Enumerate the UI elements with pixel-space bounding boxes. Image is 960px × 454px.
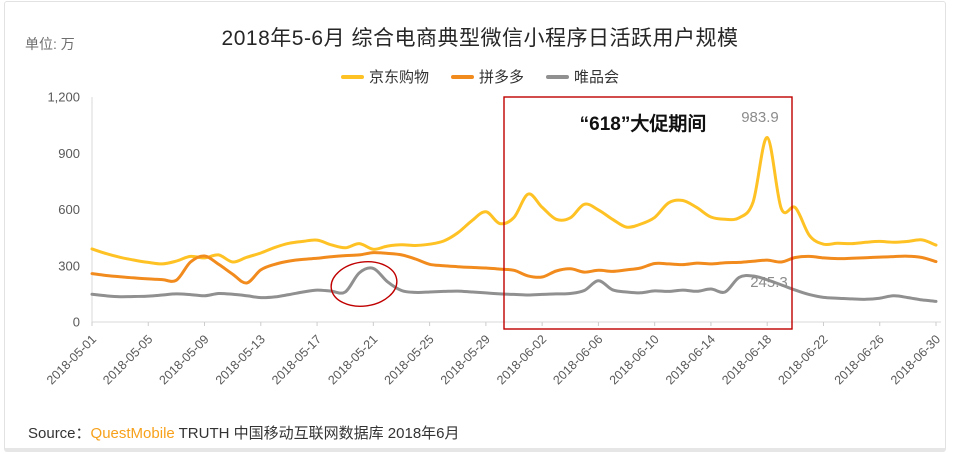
x-tick-label: 2018-06-06 — [550, 332, 605, 387]
source-brand: QuestMobile — [90, 425, 175, 442]
y-tick-label: 1,200 — [47, 90, 80, 105]
x-tick-label: 2018-06-26 — [832, 332, 887, 387]
x-tick-label: 2018-06-18 — [719, 332, 774, 387]
x-tick-label: 2018-06-30 — [888, 332, 943, 387]
legend-item-唯品会[interactable]: 唯品会 — [546, 66, 619, 87]
y-tick-label: 900 — [58, 146, 80, 161]
series-line-唯品会 — [90, 266, 938, 303]
x-tick-label: 2018-05-09 — [157, 332, 212, 387]
y-tick-label: 600 — [58, 202, 80, 217]
chart-title: 2018年5-6月 综合电商典型微信小程序日活跃用户规模 — [221, 27, 739, 50]
legend-item-拼多多[interactable]: 拼多多 — [450, 66, 524, 87]
y-tick-label: 300 — [58, 258, 80, 273]
source-line: Source：QuestMobile TRUTH 中国移动互联网数据库 2018… — [28, 422, 460, 443]
series-lines — [90, 135, 938, 303]
legend-swatch-icon — [450, 74, 474, 79]
series-line-拼多多 — [90, 251, 938, 285]
promo-period-box — [503, 96, 793, 330]
source-prefix: Source： — [28, 425, 91, 442]
x-tick-label: 2018-05-21 — [325, 332, 380, 387]
x-tick-label: 2018-06-14 — [663, 332, 718, 387]
x-tick-label: 2018-06-22 — [775, 332, 830, 387]
x-tick-label: 2018-06-10 — [607, 332, 662, 387]
x-axis-labels: 2018-05-01 2018-05-05 2018-05-09 2018-05-13… — [44, 322, 943, 387]
x-tick-label: 2018-05-17 — [269, 332, 324, 387]
series-line-京东购物 — [90, 135, 938, 266]
y-tick-label: 0 — [73, 315, 80, 330]
legend-item-label: 京东购物 — [368, 69, 429, 86]
x-tick-label: 2018-05-29 — [438, 332, 493, 387]
promo-period-label: “618”大促期间 — [580, 112, 707, 135]
legend-item-label: 拼多多 — [478, 69, 524, 86]
jd-peak-value-label: 983.9 — [741, 109, 779, 126]
legend: 京东购物 拼多多 唯品会 — [0, 66, 960, 87]
x-tick-label: 2018-05-13 — [213, 332, 268, 387]
x-tick-label: 2018-05-01 — [44, 332, 99, 387]
x-tick-label: 2018-06-02 — [494, 332, 549, 387]
legend-item-label: 唯品会 — [574, 69, 620, 86]
legend-item-京东购物[interactable]: 京东购物 — [340, 66, 429, 87]
y-axis-labels: 0 300 600 900 1,200 — [47, 90, 80, 330]
unit-label: 单位: 万 — [25, 36, 75, 52]
source-suffix: TRUTH 中国移动互联网数据库 2018年6月 — [174, 425, 460, 442]
vip-spike-ellipse — [330, 261, 398, 307]
legend-swatch-icon — [546, 74, 569, 79]
legend-swatch-icon — [340, 74, 364, 79]
vip-peak-value-label: 245.3 — [750, 274, 788, 291]
x-tick-label: 2018-05-25 — [382, 332, 437, 387]
x-tick-label: 2018-05-05 — [100, 332, 155, 387]
